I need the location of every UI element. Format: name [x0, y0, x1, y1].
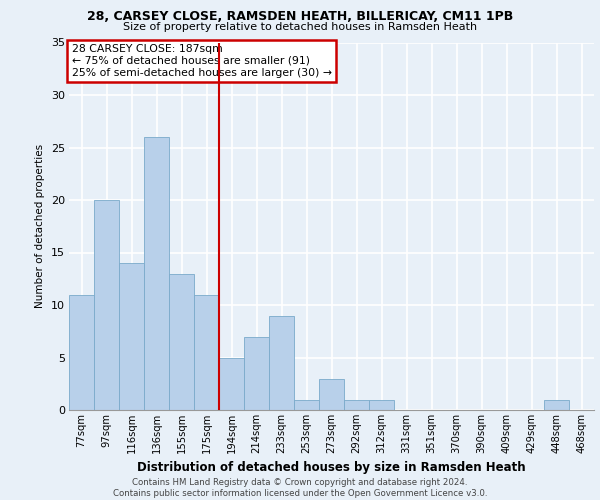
Bar	[94, 200, 119, 410]
Bar	[269, 316, 294, 410]
Bar	[219, 358, 244, 410]
Bar	[169, 274, 194, 410]
X-axis label: Distribution of detached houses by size in Ramsden Heath: Distribution of detached houses by size …	[137, 462, 526, 474]
Bar	[144, 137, 169, 410]
Bar	[69, 294, 94, 410]
Bar	[119, 263, 144, 410]
Bar	[544, 400, 569, 410]
Text: Contains HM Land Registry data © Crown copyright and database right 2024.
Contai: Contains HM Land Registry data © Crown c…	[113, 478, 487, 498]
Bar	[194, 294, 219, 410]
Bar	[294, 400, 319, 410]
Bar	[369, 400, 394, 410]
Bar	[319, 378, 344, 410]
Text: Size of property relative to detached houses in Ramsden Heath: Size of property relative to detached ho…	[123, 22, 477, 32]
Bar	[244, 336, 269, 410]
Text: 28 CARSEY CLOSE: 187sqm
← 75% of detached houses are smaller (91)
25% of semi-de: 28 CARSEY CLOSE: 187sqm ← 75% of detache…	[71, 44, 332, 78]
Text: 28, CARSEY CLOSE, RAMSDEN HEATH, BILLERICAY, CM11 1PB: 28, CARSEY CLOSE, RAMSDEN HEATH, BILLERI…	[87, 10, 513, 23]
Bar	[344, 400, 369, 410]
Y-axis label: Number of detached properties: Number of detached properties	[35, 144, 45, 308]
